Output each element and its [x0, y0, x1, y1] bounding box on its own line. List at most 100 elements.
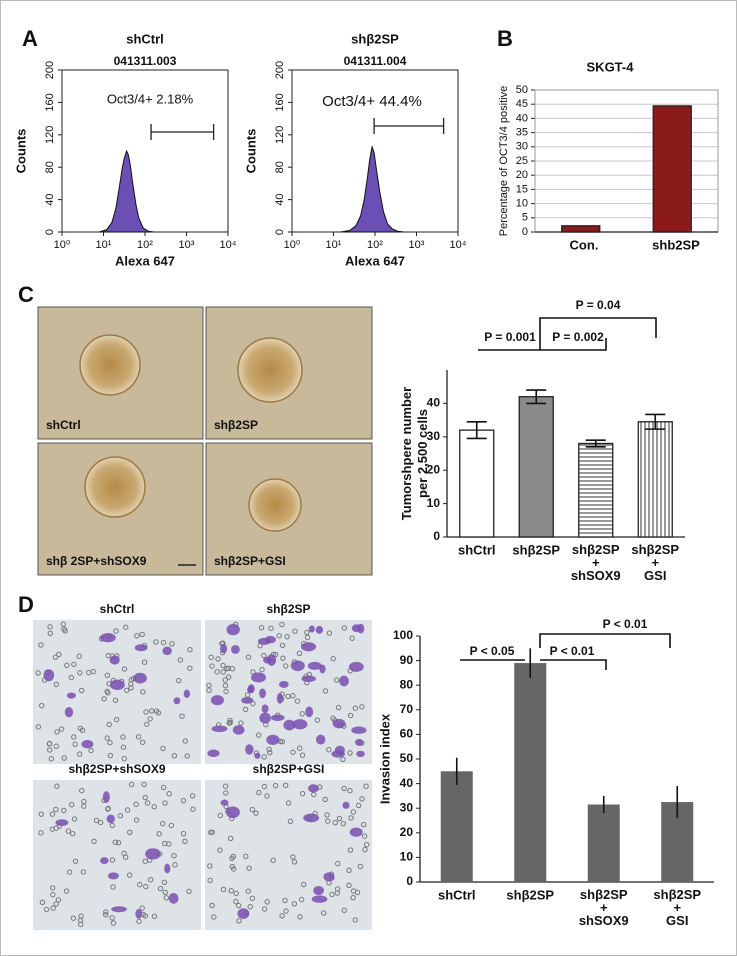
pore	[153, 639, 159, 645]
bar	[459, 429, 495, 538]
pore	[93, 817, 100, 824]
pore	[220, 886, 227, 893]
pore	[104, 672, 111, 678]
pore	[157, 885, 164, 892]
invaded-cell	[173, 697, 181, 705]
y-tick-label: 50	[516, 84, 528, 96]
pore	[76, 653, 82, 659]
invaded-cell	[220, 799, 229, 806]
pore	[264, 793, 270, 799]
pore	[169, 641, 175, 647]
invaded-cell	[259, 712, 271, 724]
error-bar	[526, 389, 547, 405]
pore	[359, 796, 365, 802]
pore	[70, 831, 76, 837]
pore	[81, 803, 87, 809]
invaded-cell	[323, 872, 335, 882]
pore	[88, 747, 94, 754]
pore	[39, 702, 45, 709]
pore	[143, 883, 149, 890]
pore	[261, 906, 268, 912]
tumorsphere	[79, 334, 141, 396]
y-tick-label: 40	[274, 193, 286, 205]
y-tick-label: 45	[516, 98, 528, 110]
bar	[652, 105, 692, 233]
pore	[266, 746, 272, 753]
pore	[46, 741, 53, 747]
bar	[514, 663, 547, 882]
pore	[299, 790, 306, 797]
pore	[249, 806, 256, 813]
invaded-cell	[43, 669, 55, 682]
pore	[104, 688, 110, 695]
x-tick-label: 10¹	[326, 239, 342, 251]
pore	[223, 688, 229, 695]
pore	[123, 687, 130, 693]
pore	[141, 659, 148, 665]
y-tick-label: 35	[516, 127, 528, 139]
x-tick-label: 10²	[367, 239, 383, 251]
pore	[207, 877, 213, 884]
pore	[341, 625, 348, 631]
invaded-cell	[308, 784, 319, 793]
pore	[121, 850, 127, 856]
pore	[363, 841, 370, 848]
pore	[107, 752, 114, 759]
pore	[166, 791, 172, 797]
pore	[227, 717, 233, 724]
pore	[161, 879, 168, 886]
pore	[222, 682, 229, 689]
pore	[347, 787, 353, 794]
gate-marker	[150, 124, 215, 140]
invaded-cell	[357, 623, 365, 634]
pore	[149, 708, 155, 714]
pore	[285, 800, 292, 806]
x-tick-label: shb2SP	[652, 237, 700, 252]
pore	[80, 869, 87, 875]
chart-subtitle: 041311.003	[114, 54, 177, 68]
pore	[322, 796, 328, 803]
pore	[39, 899, 46, 905]
pore	[180, 797, 187, 804]
y-tick-label: 25	[516, 155, 528, 167]
pore	[160, 745, 166, 752]
y-tick-label: 0	[274, 229, 286, 235]
image-label: shCtrl	[100, 602, 135, 616]
y-tick-label: 120	[44, 126, 56, 144]
pore	[79, 687, 85, 694]
panel-label: B	[497, 26, 513, 51]
y-tick-label: 80	[44, 161, 56, 173]
pore	[140, 689, 146, 695]
y-tick-label: 30	[516, 141, 528, 153]
error-bar	[466, 420, 487, 440]
pore	[182, 838, 188, 845]
pore	[126, 872, 133, 878]
invaded-cell	[270, 714, 285, 721]
invaded-cell	[355, 738, 364, 746]
invaded-cell	[308, 625, 315, 633]
invaded-cell	[300, 642, 317, 652]
pore	[352, 917, 358, 923]
invaded-cell	[342, 801, 350, 809]
pore	[180, 830, 187, 837]
pore	[208, 654, 214, 661]
pore	[68, 801, 75, 808]
pore	[329, 891, 335, 898]
pore	[115, 840, 122, 846]
y-tick-label: 90	[400, 653, 414, 667]
pore	[61, 807, 67, 814]
bar	[440, 771, 473, 882]
x-tick-label: shCtrl	[438, 887, 476, 902]
pore	[79, 787, 85, 794]
chart-title: shβ2SP	[351, 31, 399, 46]
invaded-cell	[207, 749, 220, 757]
pore	[112, 697, 119, 703]
y-tick-label: 15	[516, 183, 528, 195]
pore	[341, 907, 347, 913]
pore	[64, 662, 70, 669]
pore	[268, 625, 274, 632]
pore	[49, 811, 56, 817]
pore	[91, 838, 97, 845]
pore	[48, 756, 55, 762]
